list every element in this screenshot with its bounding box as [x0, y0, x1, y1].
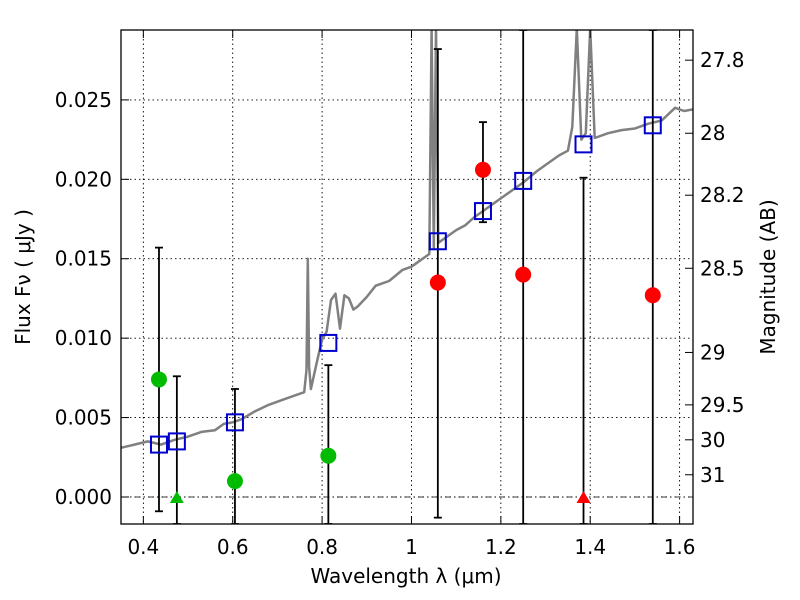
flux-detection-point [226, 473, 243, 490]
model-photometry-square [574, 135, 593, 154]
y-axis-right-label: Magnitude (AB) [756, 199, 780, 354]
x-tick-label: 1.6 [664, 535, 696, 559]
x-tick-label: 1.2 [485, 535, 517, 559]
y-tick-label: 0.010 [55, 326, 112, 350]
plot-area [121, 30, 693, 524]
flux-detection-point [644, 287, 661, 304]
x-tick-label: 0.4 [127, 535, 159, 559]
x-tick-label: 1.4 [574, 535, 606, 559]
magnitude-tick-label: 29.5 [700, 393, 745, 417]
y-tick-labels: 0.000 0.005 0.010 0.015 0.020 0.025 [55, 88, 112, 509]
flux-detection-point [515, 266, 532, 283]
magnitude-tick-labels: 27.8 28 28.2 28.5 29 29.5 30 31 [700, 48, 745, 487]
magnitude-tick-label: 31 [700, 463, 725, 487]
model-photometry-square [319, 333, 338, 352]
upper-limit-triangle [576, 490, 591, 503]
y-tick-label: 0.025 [55, 88, 112, 112]
x-axis-label: Wavelength λ (μm) [310, 564, 501, 588]
y-tick-label: 0.000 [55, 485, 112, 509]
model-photometry-square [167, 432, 186, 451]
flux-detection-point [150, 371, 167, 388]
flux-detection-point [429, 274, 446, 291]
model-photometry-square [428, 232, 447, 251]
plot-frame [120, 29, 694, 525]
magnitude-tick-label: 29 [700, 340, 725, 364]
x-tick-label: 1 [405, 535, 418, 559]
magnitude-tick-label: 28 [700, 121, 725, 145]
flux-detection-point [474, 161, 491, 178]
model-photometry-square [643, 116, 662, 135]
x-tick-label: 0.6 [217, 535, 249, 559]
y-tick-label: 0.015 [55, 247, 112, 271]
y-axis-label: Flux Fν ( μJy ) [11, 209, 35, 345]
model-photometry-square [149, 435, 168, 454]
x-tick-labels: 0.4 0.6 0.8 1 1.2 1.4 1.6 [127, 535, 695, 559]
flux-detection-point [320, 447, 337, 464]
y-tick-label: 0.020 [55, 167, 112, 191]
model-photometry-square [473, 202, 492, 221]
magnitude-tick-label: 30 [700, 428, 725, 452]
grid-layer [121, 30, 693, 524]
upper-limit-triangle [169, 490, 184, 503]
ticks-layer [121, 30, 693, 524]
magnitude-tick-label: 28.2 [700, 183, 745, 207]
plot-content [121, 30, 693, 524]
magnitude-tick-label: 27.8 [700, 48, 745, 72]
x-tick-label: 0.8 [306, 535, 338, 559]
model-photometry-square [514, 171, 533, 190]
model-spectrum-line [121, 30, 693, 450]
magnitude-tick-label: 28.5 [700, 256, 745, 280]
model-photometry-square [225, 413, 244, 432]
y-tick-label: 0.005 [55, 406, 112, 430]
